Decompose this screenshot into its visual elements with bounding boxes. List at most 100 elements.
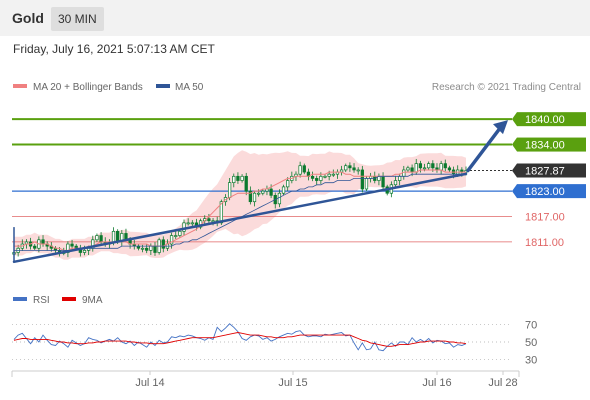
candle-body	[207, 218, 211, 222]
level-label-0: 1840.00	[525, 114, 565, 126]
level-label-3: 1823.00	[525, 186, 565, 198]
rsi-legend: RSI 9MA	[13, 295, 103, 306]
candle-body	[402, 169, 406, 177]
candle-body	[319, 175, 323, 181]
candle-body	[149, 245, 153, 251]
rsi-ma-line	[13, 332, 467, 347]
candle-body	[281, 186, 286, 194]
candle-body	[418, 163, 423, 169]
copyright: Research © 2021 Trading Central	[432, 82, 581, 93]
candle-body	[414, 163, 418, 173]
candle-body	[410, 167, 414, 173]
candle-body	[169, 235, 174, 245]
trend-lines	[12, 120, 508, 264]
x-tick-label-1: Jul 15	[278, 377, 307, 389]
level-label-5: 1811.00	[525, 237, 564, 249]
candle-body	[70, 243, 74, 247]
candle-body	[439, 163, 443, 171]
candle-body	[298, 165, 302, 175]
candle-body	[431, 163, 435, 169]
candle-body	[331, 173, 335, 176]
timeframe-badge[interactable]: 30 MIN	[51, 7, 104, 31]
candle-body	[82, 250, 87, 253]
main-legend: MA 20 + Bollinger Bands MA 50 Research ©…	[13, 82, 581, 93]
candle-body	[178, 230, 182, 236]
chart-date: Friday, July 16, 2021 5:07:13 AM CET	[13, 42, 215, 56]
target-arrow-shaft	[466, 126, 502, 173]
level-label-box-3	[517, 184, 586, 199]
ma50-legend-label: MA 50	[175, 82, 204, 93]
ma9-legend-label: 9MA	[82, 295, 103, 306]
candle-body	[41, 239, 45, 245]
candle-body	[447, 167, 452, 171]
level-label-4: 1817.00	[525, 212, 565, 224]
candle-body	[364, 178, 369, 190]
candle-body	[348, 165, 352, 169]
candle-body	[269, 188, 273, 196]
x-axis: Jul 14 Jul 15 Jul 16 Jul 28	[11, 370, 520, 389]
support-trendline	[12, 172, 468, 264]
candle-body	[33, 245, 37, 249]
candle-body	[244, 175, 248, 192]
level-label-arrow-0	[512, 112, 517, 127]
rsi-tick-label-2: 30	[525, 354, 537, 366]
candle-body	[443, 163, 447, 169]
candle-body	[323, 175, 327, 178]
level-label-1: 1834.00	[525, 140, 565, 152]
ma20-legend-swatch	[13, 84, 27, 88]
candle-body	[161, 239, 165, 249]
candle-body	[248, 190, 253, 203]
candle-body	[261, 190, 265, 194]
rsi-tick-label-0: 70	[525, 320, 537, 332]
candle-body	[327, 173, 331, 177]
ma50-legend-swatch	[156, 84, 170, 88]
candle-body	[315, 178, 319, 181]
level-label-arrow-3	[512, 184, 517, 199]
candle-body	[190, 222, 194, 225]
level-label-2: 1827.87	[525, 166, 565, 178]
chart-header: Gold 30 MIN	[0, 0, 590, 36]
candle-body	[356, 169, 360, 172]
candle-body	[153, 245, 157, 253]
candle-body	[398, 175, 402, 181]
candle-body	[406, 167, 410, 171]
candle-body	[140, 247, 145, 250]
candle-body	[182, 222, 186, 232]
x-tick-label-2: Jul 16	[422, 377, 451, 389]
candle-body	[427, 163, 431, 169]
candle-body	[257, 192, 261, 195]
candle-body	[174, 235, 178, 237]
candle-body	[240, 175, 244, 181]
x-tick-label-3: Jul 28	[488, 377, 517, 389]
level-label-box-1	[517, 137, 586, 152]
candle-body	[232, 175, 236, 184]
candle-body	[186, 222, 190, 225]
candle-body	[111, 230, 116, 243]
level-label-arrow-1	[512, 137, 517, 152]
candle-body	[236, 175, 240, 181]
candle-body	[227, 182, 232, 198]
x-tick-label-0: Jul 14	[135, 377, 164, 389]
candle-body	[211, 220, 215, 223]
bollinger-band	[14, 150, 466, 260]
candle-body	[393, 180, 398, 186]
rsi-legend-swatch	[13, 297, 27, 301]
level-label-box-2	[517, 163, 586, 178]
candle-body	[422, 167, 427, 170]
candle-body	[277, 192, 282, 205]
candle-body	[344, 165, 348, 171]
candle-body	[286, 180, 290, 188]
target-arrow-head	[493, 120, 508, 135]
candle-body	[381, 175, 385, 188]
candle-body	[302, 165, 306, 173]
candle-body	[99, 235, 103, 243]
rsi-grid: 70 50 30	[12, 320, 537, 366]
instrument-title: Gold	[12, 10, 44, 26]
ma9-legend-swatch	[62, 297, 76, 301]
level-label-box-0	[517, 112, 586, 127]
candle-body	[310, 175, 315, 179]
rsi-line	[13, 323, 467, 352]
ma20-legend-label: MA 20 + Bollinger Bands	[33, 82, 143, 93]
